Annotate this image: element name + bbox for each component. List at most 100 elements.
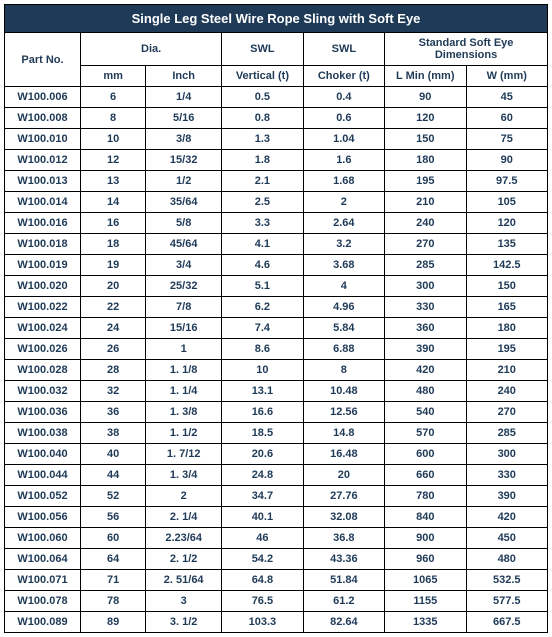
cell-pn: W100.038 (5, 423, 81, 444)
cell-c: 20 (303, 465, 384, 486)
cell-c: 2.64 (303, 213, 384, 234)
cell-w: 75 (466, 129, 548, 150)
cell-mm: 10 (81, 129, 146, 150)
cell-v: 4.6 (222, 255, 303, 276)
cell-in: 5/16 (146, 108, 222, 129)
cell-w: 120 (466, 213, 548, 234)
cell-l: 540 (385, 402, 466, 423)
col-dia: Dia. (81, 33, 222, 66)
table-row: W100.060602.23/644636.8900450 (5, 528, 548, 549)
cell-pn: W100.071 (5, 570, 81, 591)
cell-w: 667.5 (466, 612, 548, 633)
table-row: W100.016165/83.32.64240120 (5, 213, 548, 234)
cell-w: 532.5 (466, 570, 548, 591)
cell-l: 570 (385, 423, 466, 444)
cell-mm: 40 (81, 444, 146, 465)
cell-c: 4.96 (303, 297, 384, 318)
table-row: W100.064642. 1/254.243.36960480 (5, 549, 548, 570)
cell-v: 7.4 (222, 318, 303, 339)
cell-in: 7/8 (146, 297, 222, 318)
cell-mm: 16 (81, 213, 146, 234)
cell-v: 103.3 (222, 612, 303, 633)
cell-in: 25/32 (146, 276, 222, 297)
table-header: Single Leg Steel Wire Rope Sling with So… (5, 5, 548, 87)
cell-c: 43.36 (303, 549, 384, 570)
cell-v: 20.6 (222, 444, 303, 465)
table-row: W100.044441. 3/424.820660330 (5, 465, 548, 486)
cell-v: 0.5 (222, 87, 303, 108)
cell-w: 330 (466, 465, 548, 486)
cell-pn: W100.006 (5, 87, 81, 108)
cell-w: 210 (466, 360, 548, 381)
cell-w: 195 (466, 339, 548, 360)
cell-l: 120 (385, 108, 466, 129)
cell-c: 3.68 (303, 255, 384, 276)
cell-l: 600 (385, 444, 466, 465)
cell-c: 82.64 (303, 612, 384, 633)
cell-pn: W100.013 (5, 171, 81, 192)
cell-mm: 36 (81, 402, 146, 423)
cell-c: 0.6 (303, 108, 384, 129)
cell-v: 13.1 (222, 381, 303, 402)
cell-w: 285 (466, 423, 548, 444)
cell-mm: 22 (81, 297, 146, 318)
cell-c: 6.88 (303, 339, 384, 360)
col-swl-1: SWL (222, 33, 303, 66)
cell-l: 420 (385, 360, 466, 381)
table-row: W100.022227/86.24.96330165 (5, 297, 548, 318)
table-row: W100.056562. 1/440.132.08840420 (5, 507, 548, 528)
cell-v: 0.8 (222, 108, 303, 129)
cell-w: 420 (466, 507, 548, 528)
cell-w: 300 (466, 444, 548, 465)
cell-w: 150 (466, 276, 548, 297)
cell-c: 16.48 (303, 444, 384, 465)
cell-in: 1. 1/8 (146, 360, 222, 381)
cell-l: 1065 (385, 570, 466, 591)
cell-in: 15/32 (146, 150, 222, 171)
cell-pn: W100.044 (5, 465, 81, 486)
cell-l: 240 (385, 213, 466, 234)
cell-c: 3.2 (303, 234, 384, 255)
cell-mm: 19 (81, 255, 146, 276)
cell-w: 135 (466, 234, 548, 255)
cell-mm: 64 (81, 549, 146, 570)
cell-mm: 60 (81, 528, 146, 549)
cell-c: 8 (303, 360, 384, 381)
cell-mm: 89 (81, 612, 146, 633)
cell-l: 660 (385, 465, 466, 486)
cell-c: 27.76 (303, 486, 384, 507)
cell-in: 1/4 (146, 87, 222, 108)
col-mm: mm (81, 66, 146, 87)
cell-pn: W100.052 (5, 486, 81, 507)
cell-v: 1.8 (222, 150, 303, 171)
cell-v: 6.2 (222, 297, 303, 318)
table-row: W100.0262618.66.88390195 (5, 339, 548, 360)
cell-w: 180 (466, 318, 548, 339)
cell-in: 45/64 (146, 234, 222, 255)
cell-w: 105 (466, 192, 548, 213)
cell-in: 5/8 (146, 213, 222, 234)
table-row: W100.019193/44.63.68285142.5 (5, 255, 548, 276)
cell-v: 40.1 (222, 507, 303, 528)
table-row: W100.071712. 51/6464.851.841065532.5 (5, 570, 548, 591)
cell-v: 1.3 (222, 129, 303, 150)
cell-in: 3/4 (146, 255, 222, 276)
cell-l: 285 (385, 255, 466, 276)
table-row: W100.0181845/644.13.2270135 (5, 234, 548, 255)
cell-pn: W100.019 (5, 255, 81, 276)
cell-c: 1.68 (303, 171, 384, 192)
cell-c: 1.6 (303, 150, 384, 171)
cell-in: 15/16 (146, 318, 222, 339)
cell-pn: W100.036 (5, 402, 81, 423)
col-vertical: Vertical (t) (222, 66, 303, 87)
col-part-no: Part No. (5, 33, 81, 87)
cell-w: 142.5 (466, 255, 548, 276)
cell-in: 2. 1/2 (146, 549, 222, 570)
cell-c: 5.84 (303, 318, 384, 339)
table-row: W100.036361. 3/816.612.56540270 (5, 402, 548, 423)
cell-l: 270 (385, 234, 466, 255)
cell-mm: 6 (81, 87, 146, 108)
cell-pn: W100.008 (5, 108, 81, 129)
col-swl-2: SWL (303, 33, 384, 66)
cell-pn: W100.056 (5, 507, 81, 528)
